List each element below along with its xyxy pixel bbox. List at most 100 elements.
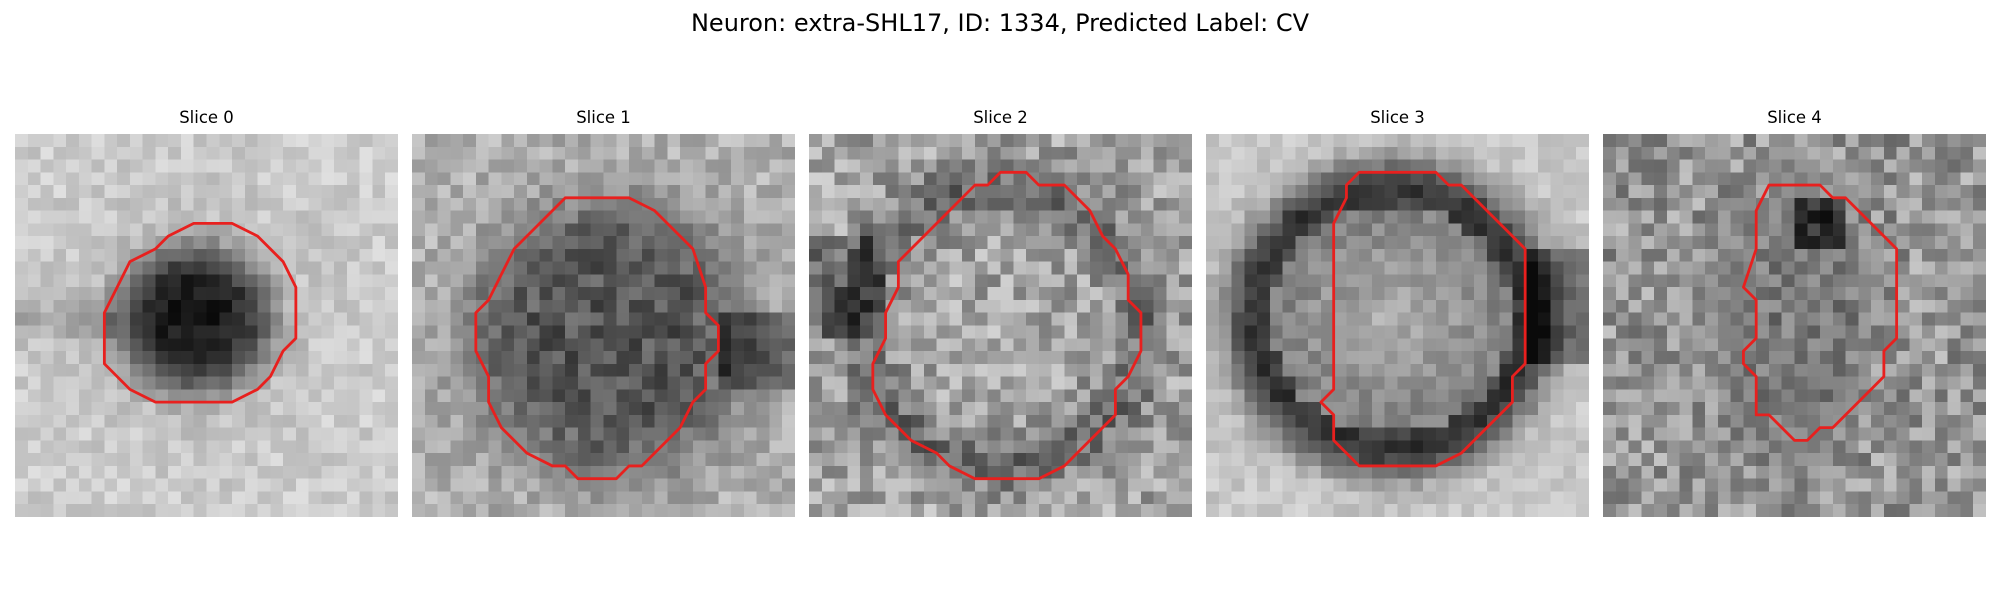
image-pixel: [1641, 172, 1655, 186]
image-pixel: [1692, 427, 1706, 441]
image-pixel: [15, 325, 29, 339]
image-pixel: [1064, 197, 1078, 211]
image-pixel: [1128, 453, 1142, 467]
image-pixel: [898, 185, 912, 199]
image-pixel: [1883, 389, 1897, 403]
image-pixel: [1179, 338, 1192, 352]
image-pixel: [1333, 248, 1347, 262]
image-pixel: [385, 134, 398, 148]
image-pixel: [1000, 312, 1014, 326]
image-pixel: [1883, 261, 1897, 275]
image-pixel: [232, 210, 246, 224]
image-pixel: [962, 504, 976, 517]
image-pixel: [193, 427, 207, 441]
image-pixel: [66, 389, 80, 403]
image-pixel: [1320, 274, 1334, 288]
image-pixel: [346, 248, 360, 262]
image-pixel: [667, 338, 681, 352]
image-pixel: [1654, 351, 1668, 365]
image-pixel: [1218, 299, 1232, 313]
image-pixel: [1679, 427, 1693, 441]
image-pixel: [219, 146, 233, 160]
image-pixel: [1845, 134, 1859, 148]
image-pixel: [437, 223, 451, 237]
image-pixel: [1115, 338, 1129, 352]
image-pixel: [1179, 287, 1192, 301]
image-pixel: [1512, 287, 1526, 301]
image-pixel: [756, 389, 770, 403]
image-pixel: [1679, 172, 1693, 186]
image-pixel: [1397, 325, 1411, 339]
image-pixel: [1654, 338, 1668, 352]
image-pixel: [1257, 325, 1271, 339]
image-pixel: [1909, 389, 1923, 403]
image-pixel: [1692, 172, 1706, 186]
image-pixel: [1883, 376, 1897, 390]
image-pixel: [142, 146, 156, 160]
image-pixel: [193, 172, 207, 186]
image-pixel: [463, 299, 477, 313]
image-pixel: [1781, 504, 1795, 517]
image-pixel: [1448, 261, 1462, 275]
image-pixel: [40, 223, 54, 237]
image-pixel: [40, 402, 54, 416]
image-pixel: [1089, 491, 1103, 505]
image-pixel: [129, 363, 143, 377]
image-pixel: [1679, 261, 1693, 275]
image-pixel: [834, 236, 848, 250]
image-pixel: [603, 338, 617, 352]
image-pixel: [923, 299, 937, 313]
image-pixel: [1794, 248, 1808, 262]
image-pixel: [463, 134, 477, 148]
image-pixel: [1308, 338, 1322, 352]
image-pixel: [743, 299, 757, 313]
image-pixel: [1038, 402, 1052, 416]
image-pixel: [603, 427, 617, 441]
image-pixel: [731, 363, 745, 377]
image-pixel: [552, 504, 566, 517]
image-pixel: [142, 414, 156, 428]
image-pixel: [1153, 325, 1167, 339]
image-pixel: [1115, 478, 1129, 492]
image-pixel: [385, 185, 398, 199]
image-pixel: [782, 159, 795, 173]
image-pixel: [1218, 453, 1232, 467]
image-pixel: [475, 351, 489, 365]
image-pixel: [1909, 478, 1923, 492]
image-pixel: [1537, 312, 1551, 326]
image-pixel: [654, 478, 668, 492]
image-pixel: [809, 325, 823, 339]
image-pixel: [565, 134, 579, 148]
image-pixel: [1934, 172, 1948, 186]
image-pixel: [1934, 325, 1948, 339]
image-pixel: [53, 427, 67, 441]
image-pixel: [1858, 159, 1872, 173]
image-pixel: [1346, 248, 1360, 262]
image-pixel: [1486, 146, 1500, 160]
image-pixel: [974, 197, 988, 211]
image-pixel: [1282, 325, 1296, 339]
image-pixel: [334, 491, 348, 505]
image-pixel: [590, 465, 604, 479]
image-pixel: [1448, 338, 1462, 352]
image-pixel: [257, 134, 271, 148]
image-pixel: [1563, 376, 1577, 390]
image-pixel: [769, 159, 783, 173]
image-pixel: [206, 465, 220, 479]
image-pixel: [1641, 453, 1655, 467]
image-pixel: [1858, 261, 1872, 275]
image-pixel: [641, 185, 655, 199]
image-pixel: [809, 197, 823, 211]
image-pixel: [346, 274, 360, 288]
image-pixel: [1346, 351, 1360, 365]
image-pixel: [257, 363, 271, 377]
image-pixel: [15, 478, 29, 492]
image-pixel: [1705, 274, 1719, 288]
image-pixel: [1179, 389, 1192, 403]
image-pixel: [603, 223, 617, 237]
image-pixel: [1628, 287, 1642, 301]
image-pixel: [1486, 223, 1500, 237]
image-pixel: [15, 465, 29, 479]
image-pixel: [705, 414, 719, 428]
image-pixel: [1089, 440, 1103, 454]
